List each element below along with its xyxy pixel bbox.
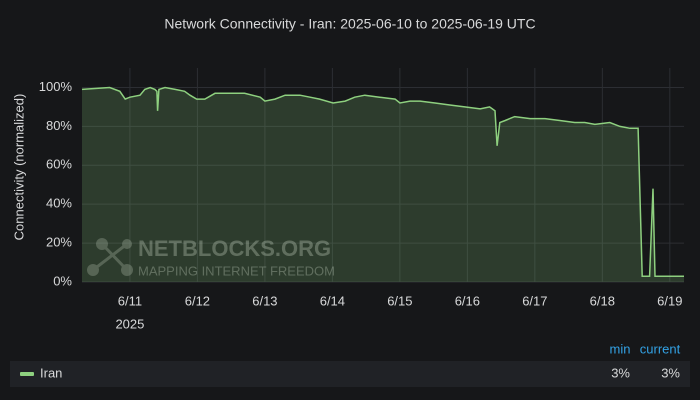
watermark-icon (122, 239, 132, 249)
x-tick-label: 6/18 (590, 293, 615, 308)
watermark-icon (87, 264, 99, 276)
x-tick-label: 6/15 (387, 293, 412, 308)
y-tick-label: 20% (46, 235, 72, 250)
legend-value: 3% (661, 365, 680, 380)
legend-swatch (20, 372, 34, 376)
grid (82, 68, 684, 283)
y-tick-label: 100% (39, 79, 73, 94)
watermark-icon (96, 238, 108, 250)
legend-box (10, 361, 690, 387)
watermark: NETBLOCKS.ORG MAPPING INTERNET FREEDOM (87, 236, 335, 278)
y-tick-label: 60% (46, 157, 72, 172)
y-axis-label: Connectivity (normalized) (11, 94, 26, 241)
x-tick-label: 6/17 (522, 293, 547, 308)
x-year-label: 2025 (115, 316, 144, 331)
legend-label: Iran (40, 365, 62, 380)
watermark-icon (121, 264, 133, 276)
y-tick-label: 0% (53, 273, 72, 288)
y-tick-label: 40% (46, 196, 72, 211)
x-tick-label: 6/11 (118, 293, 142, 308)
watermark-title: NETBLOCKS.ORG (138, 236, 331, 261)
x-tick-label: 6/14 (320, 293, 345, 308)
x-tick-label: 6/12 (185, 293, 210, 308)
y-tick-label: 80% (46, 118, 72, 133)
line (81, 86, 684, 277)
x-tick-label: 6/13 (252, 293, 277, 308)
legend-column-header: min (610, 341, 631, 356)
chart-title: Network Connectivity - Iran: 2025-06-10 … (164, 16, 535, 32)
watermark-icon (92, 242, 128, 272)
x-tick-label: 6/16 (455, 293, 480, 308)
watermark-icon (100, 242, 129, 272)
legend-value: 3% (611, 365, 630, 380)
x-tick-label: 6/19 (657, 293, 682, 308)
area (82, 87, 684, 282)
legend-column-header: current (640, 341, 681, 356)
watermark-subtitle: MAPPING INTERNET FREEDOM (138, 263, 335, 278)
